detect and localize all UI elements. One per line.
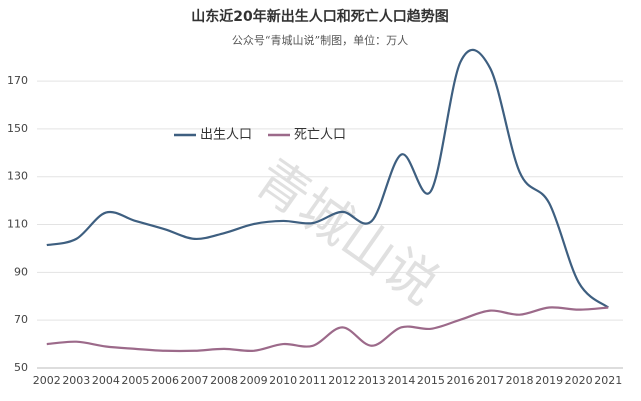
y-tick-label: 90 [14, 265, 28, 278]
y-tick-label: 130 [7, 170, 28, 183]
y-tick-label: 150 [7, 122, 28, 135]
legend-label: 出生人口 [200, 128, 252, 143]
y-tick-label: 170 [7, 74, 28, 87]
y-tick-label: 110 [7, 218, 28, 231]
legend-label: 死亡人口 [294, 128, 346, 143]
x-tick-label: 2006 [151, 374, 179, 387]
x-tick-label: 2011 [299, 374, 327, 387]
x-tick-label: 2008 [210, 374, 238, 387]
chart-subtitle: 公众号“青城山说”制图，单位：万人 [232, 33, 408, 47]
x-tick-label: 2018 [506, 374, 534, 387]
x-tick-label: 2003 [62, 374, 90, 387]
x-tick-label: 2021 [594, 374, 622, 387]
x-tick-label: 2013 [358, 374, 386, 387]
y-tick-label: 50 [14, 361, 28, 374]
x-tick-label: 2005 [121, 374, 149, 387]
x-tick-label: 2010 [269, 374, 297, 387]
x-tick-label: 2017 [476, 374, 504, 387]
x-tick-label: 2007 [181, 374, 209, 387]
x-tick-label: 2002 [33, 374, 61, 387]
x-tick-label: 2020 [565, 374, 593, 387]
series-line [46, 306, 609, 353]
x-tick-label: 2019 [535, 374, 563, 387]
x-tick-label: 2016 [446, 374, 474, 387]
chart-title: 山东近20年新出生人口和死亡人口趋势图 [191, 8, 448, 25]
x-tick-label: 2009 [240, 374, 268, 387]
series-line [46, 48, 609, 309]
y-tick-label: 70 [14, 313, 28, 326]
x-tick-label: 2012 [328, 374, 356, 387]
x-tick-label: 2014 [387, 374, 415, 387]
x-tick-label: 2004 [92, 374, 120, 387]
x-tick-label: 2015 [417, 374, 445, 387]
